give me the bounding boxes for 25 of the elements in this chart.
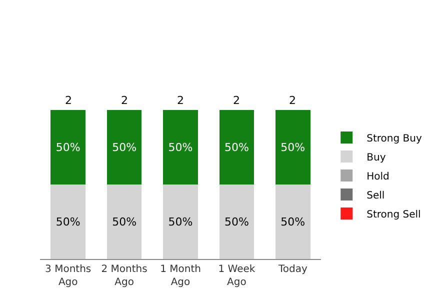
data-label: 50% <box>224 215 249 228</box>
data-label: 50% <box>280 140 306 154</box>
data-label: 50% <box>168 140 193 154</box>
x-tick-label: 1 Month Ago <box>160 264 201 288</box>
data-label: 50% <box>224 140 249 154</box>
legend-label: Sell <box>366 190 385 202</box>
data-label: 50% <box>56 215 80 228</box>
x-tick-label: Today <box>277 264 308 275</box>
data-label: 50% <box>280 215 306 228</box>
data-label: 50% <box>56 140 80 154</box>
x-tick-label: 3 Months Ago <box>45 264 92 288</box>
annotation: 2 <box>177 94 184 107</box>
legend-label: Strong Sell <box>366 209 421 220</box>
data-label: 50% <box>112 215 137 228</box>
legend-label: Buy <box>366 152 386 164</box>
annotation: 2 <box>121 94 128 107</box>
legend-label: Strong Buy <box>366 133 422 144</box>
data-label: 50% <box>168 215 193 228</box>
legend-label: Hold <box>366 171 390 182</box>
annotation: 2 <box>289 94 296 107</box>
annotation: 2 <box>65 94 72 107</box>
data-label: 50% <box>112 140 137 154</box>
x-tick-label: 2 Months Ago <box>101 264 148 288</box>
annotation: 2 <box>233 94 240 107</box>
x-tick-label: 1 Week Ago <box>218 264 256 288</box>
